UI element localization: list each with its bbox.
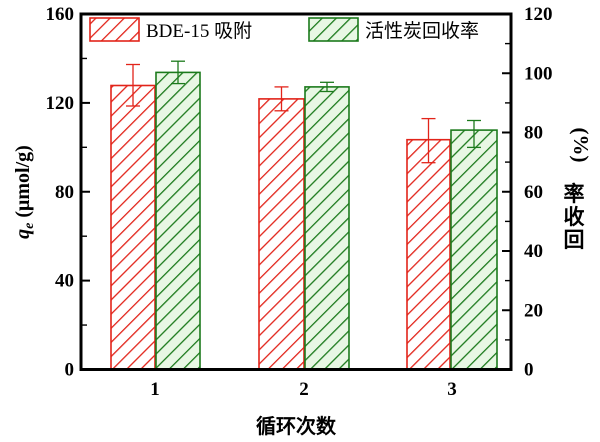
svg-text:3: 3 [447,379,457,400]
svg-text:2: 2 [299,379,309,400]
svg-text:40: 40 [524,241,543,262]
svg-text:回: 回 [564,228,585,252]
svg-text:0: 0 [65,360,75,381]
svg-text:80: 80 [55,182,74,203]
svg-text:BDE-15 吸附: BDE-15 吸附 [146,20,252,42]
svg-text:20: 20 [524,300,543,321]
svg-text:循环次数: 循环次数 [256,414,337,438]
svg-text:80: 80 [524,123,543,144]
svg-text:60: 60 [524,182,543,203]
svg-text:120: 120 [524,4,553,25]
svg-text:120: 120 [46,93,75,114]
svg-text:1: 1 [150,379,160,400]
svg-text:收: 收 [564,205,585,229]
svg-text:(%): (%) [569,128,593,163]
svg-text:率: 率 [564,182,585,206]
svg-text:160: 160 [46,4,75,25]
svg-text:活性炭回收率: 活性炭回收率 [365,20,479,42]
svg-text:100: 100 [524,63,553,84]
svg-text:0: 0 [524,360,534,381]
svg-text:40: 40 [55,271,74,292]
